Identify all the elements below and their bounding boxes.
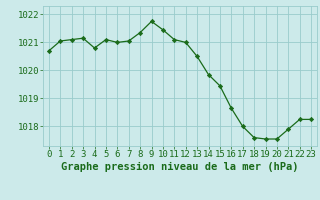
X-axis label: Graphe pression niveau de la mer (hPa): Graphe pression niveau de la mer (hPa) [61, 162, 299, 172]
